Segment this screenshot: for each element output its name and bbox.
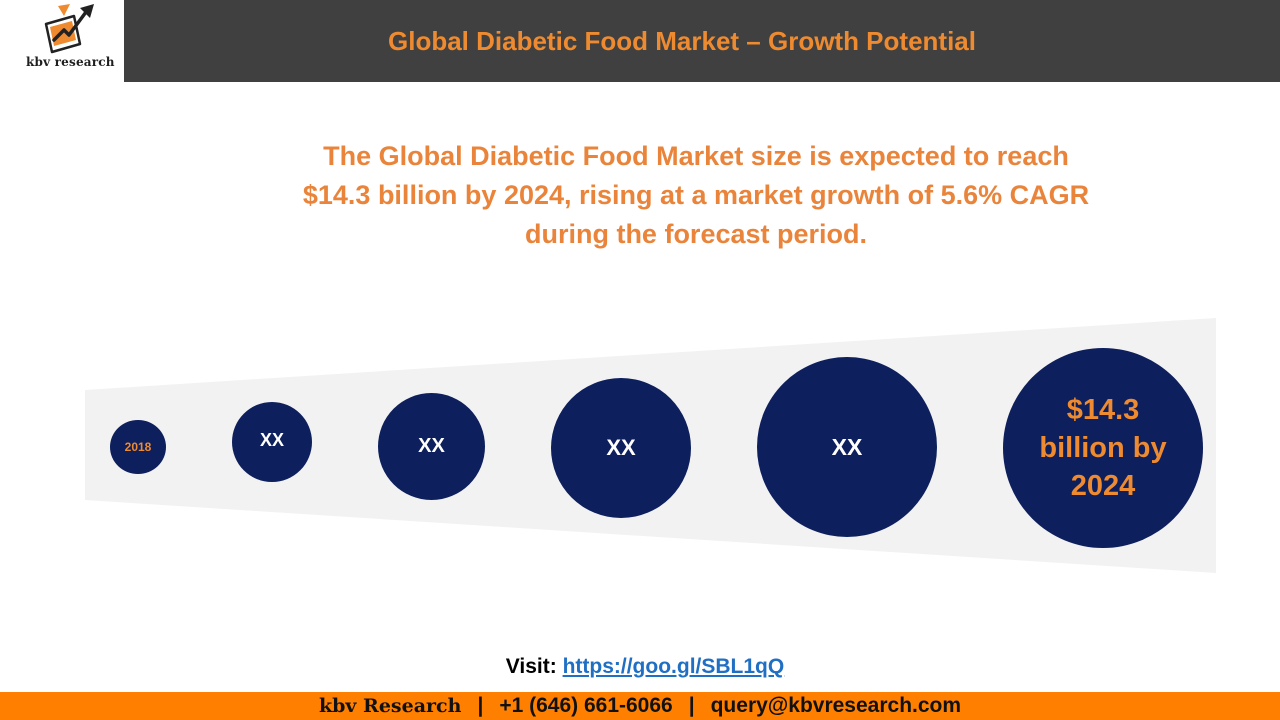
growth-bubble-2024: $14.3 billion by 2024 — [1003, 348, 1203, 548]
headline-line-1: The Global Diabetic Food Market size is … — [323, 141, 1069, 171]
growth-bubble-4: XX — [551, 378, 691, 518]
headline-line-3: during the forecast period. — [524, 219, 868, 249]
growth-bubble-2018: 2018 — [110, 420, 166, 474]
growth-bubble-2: XX — [232, 402, 312, 482]
tablet-arrow-logo-icon — [44, 4, 94, 54]
page-title: Global Diabetic Food Market – Growth Pot… — [388, 25, 976, 56]
footer-brand: kbv Research — [318, 695, 462, 717]
visit-label: Visit: — [505, 655, 557, 678]
brand-logo: kbv research — [0, 0, 124, 82]
footer-bar: kbv Research | +1 (646) 661-6066 | query… — [0, 692, 1280, 720]
footer-phone[interactable]: +1 (646) 661-6066 — [499, 694, 673, 717]
footer-separator: | — [688, 694, 695, 717]
footer-email[interactable]: query@kbvresearch.com — [710, 694, 962, 717]
headline-statement: The Global Diabetic Food Market size is … — [246, 137, 1146, 254]
growth-bubble-3: XX — [378, 393, 485, 500]
growth-bubble-5: XX — [757, 357, 937, 537]
footer-separator: | — [477, 694, 484, 717]
header-bar: Global Diabetic Food Market – Growth Pot… — [124, 0, 1280, 82]
headline-line-2: $14.3 billion by 2024, rising at a marke… — [302, 180, 1090, 210]
visit-line: Visit: https://goo.gl/SBL1qQ — [0, 655, 1280, 679]
logo-text: kbv research — [26, 55, 115, 69]
visit-link[interactable]: https://goo.gl/SBL1qQ — [562, 655, 785, 678]
